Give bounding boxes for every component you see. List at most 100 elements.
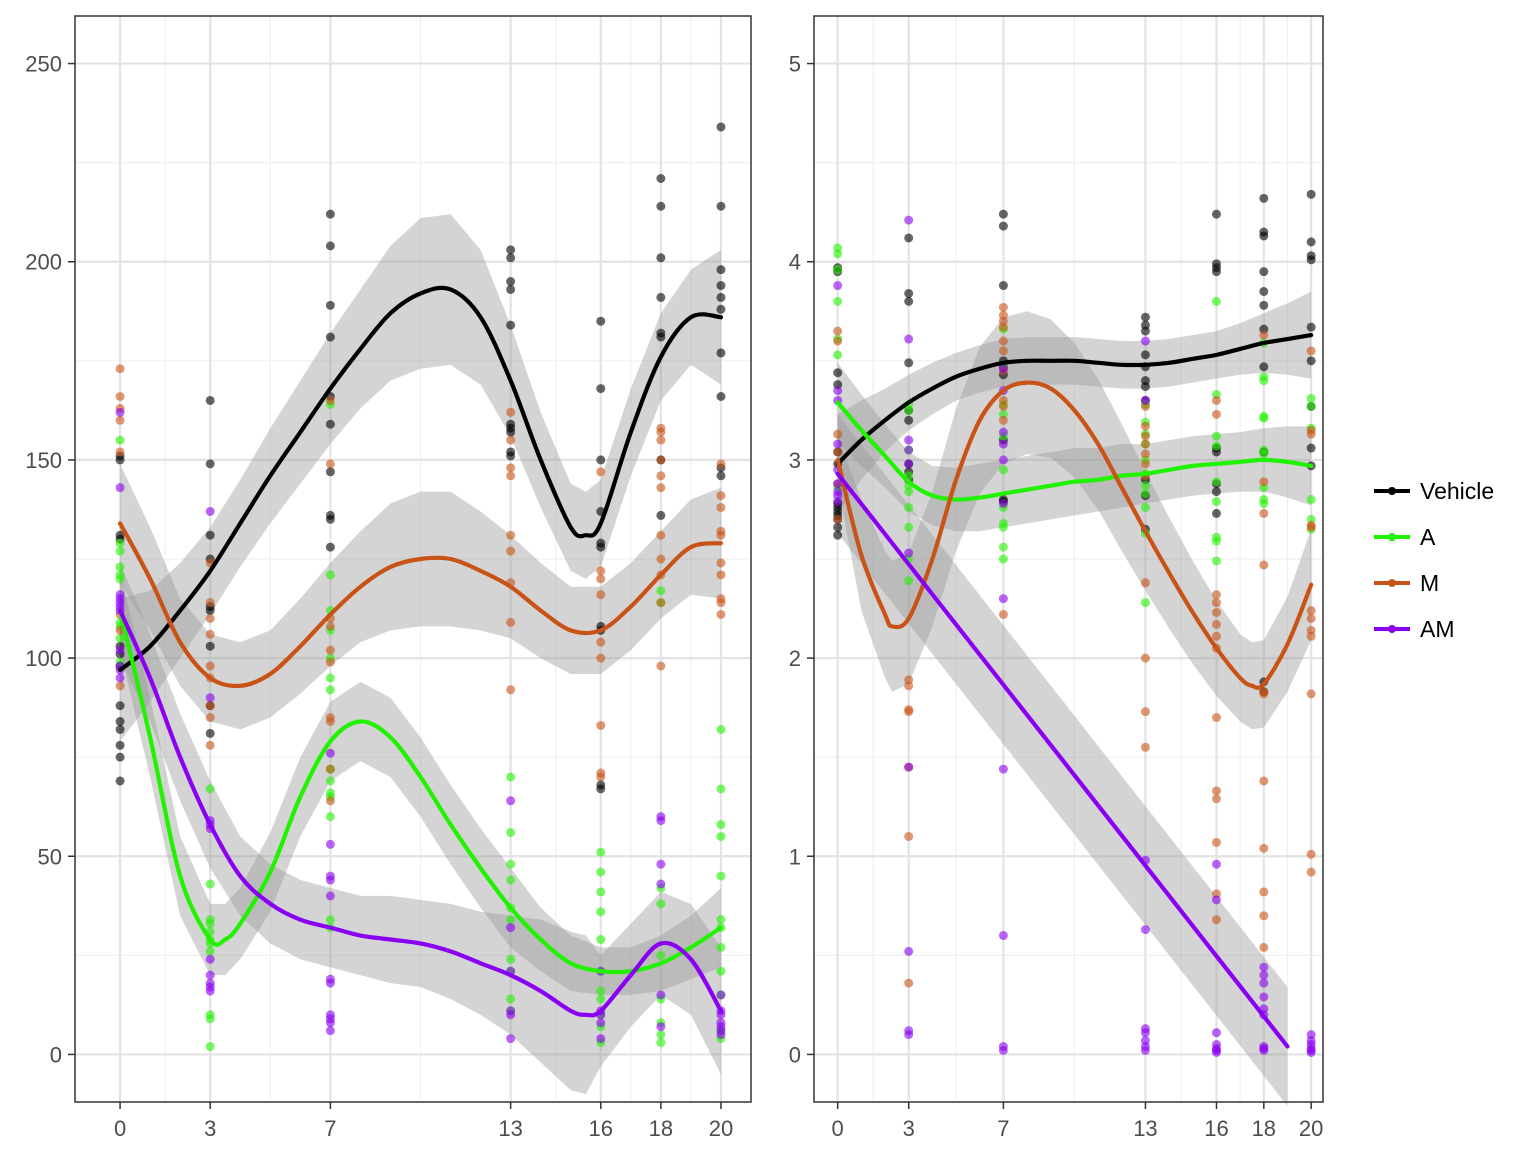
data-point-m [656, 423, 666, 433]
data-point-am [115, 590, 125, 600]
data-point-m [904, 831, 914, 841]
data-point-vehicle [833, 368, 843, 378]
data-point-a [716, 784, 726, 794]
data-point-vehicle [716, 265, 726, 275]
data-point-m [506, 530, 516, 540]
legend-label-am: AM [1420, 616, 1455, 642]
data-point-vehicle [506, 253, 516, 263]
data-point-am [904, 548, 914, 558]
data-point-m [205, 740, 215, 750]
data-point-vehicle [716, 392, 726, 401]
data-point-vehicle [596, 538, 606, 548]
trend-line-vehicle [835, 332, 1314, 466]
x-tick-label: 13 [498, 1116, 522, 1141]
data-point-vehicle [904, 415, 914, 425]
data-point-am [205, 954, 215, 964]
data-point-m [656, 455, 666, 465]
data-point-am [205, 970, 215, 980]
data-point-a [506, 994, 516, 1004]
data-point-am [904, 459, 914, 469]
data-point-vehicle [1140, 312, 1150, 322]
data-point-am [656, 879, 666, 889]
data-point-vehicle [506, 284, 516, 294]
data-point-m [904, 978, 914, 988]
data-point-am [716, 990, 726, 1000]
data-point-am [325, 839, 335, 849]
data-point-a [325, 788, 335, 798]
x-tick-label: 7 [997, 1116, 1009, 1141]
data-point-m [1211, 395, 1221, 405]
data-point-m [1140, 439, 1150, 449]
data-point-am [833, 281, 843, 291]
data-point-a [1140, 502, 1150, 512]
data-point-m [506, 407, 516, 417]
data-point-vehicle [1259, 267, 1269, 277]
data-point-am [1211, 895, 1221, 905]
data-point-m [1306, 867, 1316, 877]
y-tick-label: 0 [789, 1042, 801, 1067]
data-point-m [1140, 421, 1150, 431]
left-panel: 0 50 100 150 200 250 0 3 7 13 16 18 20 [25, 15, 752, 1141]
data-point-m [596, 637, 606, 647]
data-point-a [1140, 598, 1150, 608]
x-tick-label: 16 [1204, 1116, 1228, 1141]
data-point-am [506, 923, 516, 933]
data-point-m [506, 463, 516, 473]
data-point-m [1306, 425, 1316, 435]
data-point-vehicle [998, 281, 1008, 291]
data-point-m [1306, 520, 1316, 530]
data-point-am [656, 812, 666, 822]
data-point-m [716, 594, 726, 604]
data-point-vehicle [115, 701, 125, 711]
data-point-vehicle [1306, 251, 1316, 261]
data-point-a [506, 827, 516, 837]
data-point-m [656, 598, 666, 608]
data-point-a [656, 950, 666, 960]
gridlines [814, 16, 1323, 1102]
data-point-m [596, 653, 606, 663]
y-tick-label: 0 [50, 1042, 62, 1067]
data-point-a [205, 1010, 215, 1020]
data-point-a [1306, 401, 1316, 411]
data-point-a [833, 243, 843, 253]
data-point-m [115, 447, 125, 457]
data-point-a [833, 296, 843, 306]
data-point-a [1306, 495, 1316, 505]
data-point-a [998, 554, 1008, 564]
data-point-vehicle [115, 776, 125, 786]
x-tick-label: 18 [1252, 1116, 1276, 1141]
data-point-m [1259, 942, 1269, 952]
data-point-am [998, 594, 1008, 604]
data-point-am [1140, 395, 1150, 405]
data-point-m [115, 392, 125, 401]
data-point-vehicle [716, 304, 726, 314]
data-point-vehicle [716, 281, 726, 291]
data-point-am [904, 1026, 914, 1036]
data-point-am [115, 483, 125, 493]
data-point-a [1259, 372, 1269, 382]
data-point-m [596, 566, 606, 576]
data-point-vehicle [1259, 286, 1269, 296]
data-point-am [656, 1022, 666, 1032]
data-point-am [1259, 992, 1269, 1002]
legend-entry-vehicle: Vehicle [1374, 478, 1494, 504]
legend-label-m: M [1420, 570, 1439, 596]
x-tick-label: 7 [324, 1116, 336, 1141]
data-point-a [998, 518, 1008, 528]
data-point-am [833, 386, 843, 396]
data-point-vehicle [325, 419, 335, 429]
data-point-a [1140, 489, 1150, 499]
data-point-m [1259, 776, 1269, 786]
trend-line-am [835, 471, 1290, 1049]
data-point-m [998, 415, 1008, 425]
data-point-a [115, 570, 125, 580]
data-point-m [115, 364, 125, 374]
legend-label-vehicle: Vehicle [1420, 478, 1494, 504]
data-point-am [656, 990, 666, 1000]
panel-border [74, 15, 752, 1103]
data-point-a [1306, 393, 1316, 403]
data-point-m [596, 467, 606, 477]
x-tick-label: 0 [114, 1116, 126, 1141]
data-point-a [596, 907, 606, 917]
